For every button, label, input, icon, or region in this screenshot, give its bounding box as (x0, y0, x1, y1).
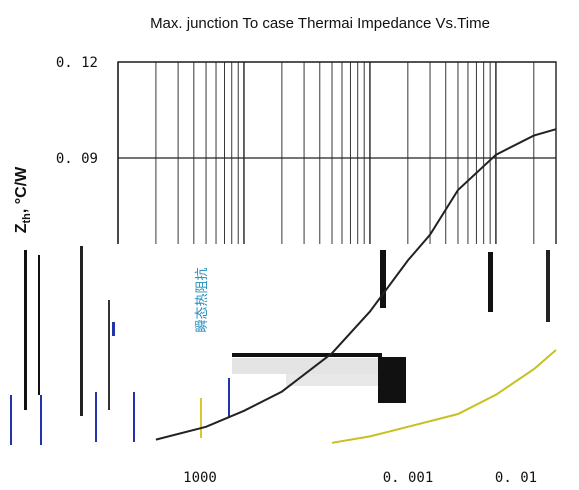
overlay-chinese-label: 瞬态热阻抗 (195, 267, 210, 332)
series-lines (155, 128, 557, 444)
series-line-1 (155, 128, 557, 441)
series-line-2 (331, 349, 557, 444)
x-tick-label: 0. 001 (383, 470, 434, 486)
y-tick-label: 0. 09 (56, 151, 98, 167)
x-tick-label: 1000 (183, 470, 217, 486)
x-tick-labels: 1000 0. 001 0. 01 (183, 470, 537, 486)
chart-title: Max. junction To case Thermai Impedance … (150, 15, 490, 32)
x-tick-label: 0. 01 (495, 470, 537, 486)
y-axis-label: Zth, °C/W (13, 166, 33, 233)
y-tick-label: 0. 12 (56, 55, 98, 71)
render-artifacts (0, 244, 579, 454)
